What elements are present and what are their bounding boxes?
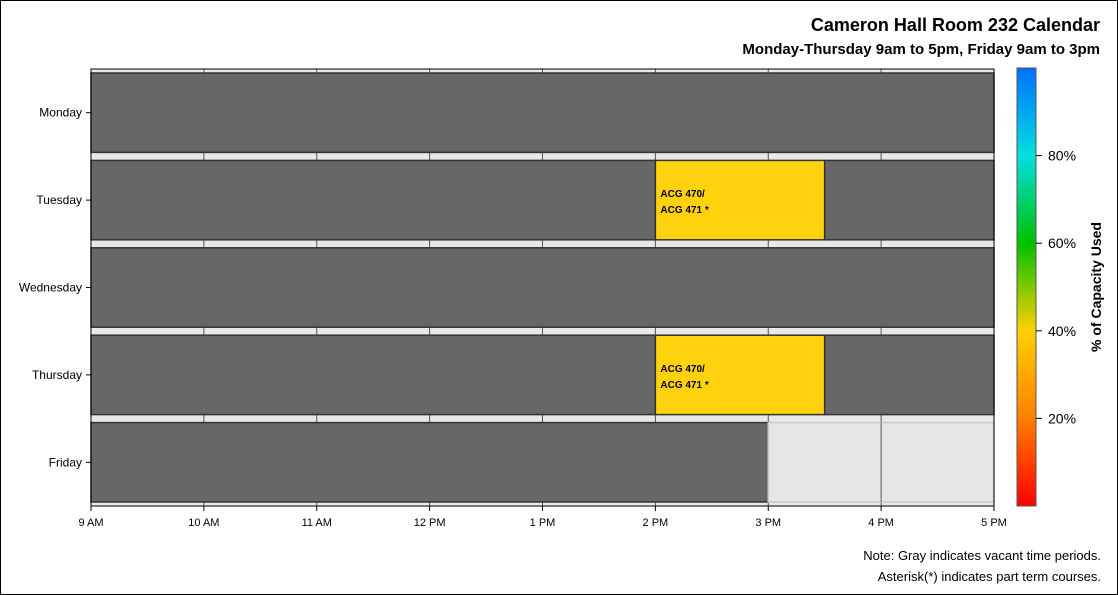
x-tick-label: 1 PM [530,517,556,529]
course-label: ACG 471 * [660,205,708,216]
time-block-vacant [90,421,769,503]
course-label: ACG 470/ [660,189,705,200]
chart-subtitle: Monday-Thursday 9am to 5pm, Friday 9am t… [742,41,1100,58]
time-block-vacant [90,334,657,416]
x-tick-label: 2 PM [643,517,669,529]
colorbar-label: % of Capacity Used [1088,222,1104,352]
time-block-vacant [90,159,657,241]
footnotes: Note: Gray indicates vacant time periods… [863,545,1101,587]
x-tick-label: 9 AM [78,517,103,529]
colorbar-tick-label: 20% [1048,410,1076,426]
x-tick-label: 4 PM [868,517,894,529]
time-block-vacant [823,334,995,416]
course-label: ACG 470/ [660,364,705,375]
x-tick-label: 10 AM [188,517,219,529]
chart-title: Cameron Hall Room 232 Calendar [810,15,1100,35]
time-block-vacant [90,247,995,328]
colorbar-tick-label: 80% [1048,148,1076,164]
y-tick-label: Friday [49,455,82,469]
x-tick-label: 3 PM [755,517,781,529]
note-vacant: Note: Gray indicates vacant time periods… [863,548,1101,563]
x-tick-label: 5 PM [981,517,1007,529]
y-tick-label: Thursday [32,368,82,382]
y-tick-label: Tuesday [36,193,82,207]
time-block-occupied [654,159,826,241]
time-block-vacant [90,72,995,154]
y-tick-label: Monday [39,106,82,120]
x-tick-label: 12 PM [414,517,446,529]
colorbar [1016,67,1037,507]
y-tick-label: Wednesday [19,281,82,295]
x-tick-label: 11 AM [302,517,332,529]
colorbar-tick-label: 60% [1048,235,1076,251]
course-label: ACG 471 * [660,380,708,391]
note-part-term: Asterisk(*) indicates part term courses. [877,569,1101,584]
colorbar-tick-label: 40% [1048,323,1076,339]
time-block-vacant [823,159,995,241]
